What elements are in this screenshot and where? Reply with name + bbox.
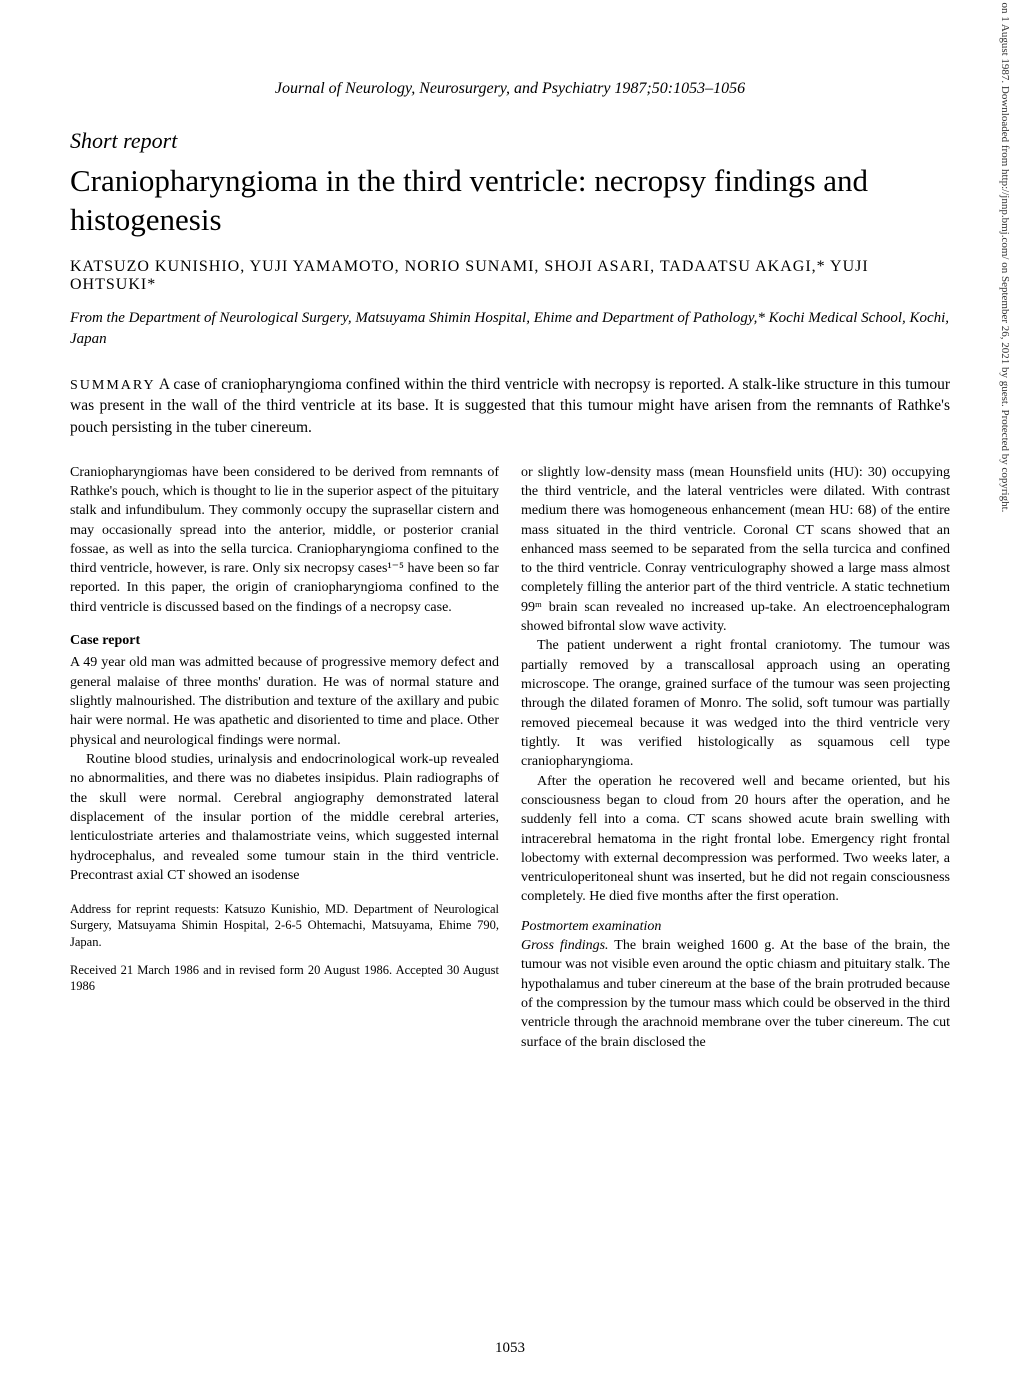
- summary-block: SUMMARY A case of craniopharyngioma conf…: [70, 374, 950, 439]
- two-column-layout: Craniopharyngiomas have been considered …: [70, 463, 950, 1052]
- summary-text: A case of craniopharyngioma confined wit…: [70, 376, 950, 436]
- reprint-address: Address for reprint requests: Katsuzo Ku…: [70, 901, 499, 950]
- gross-findings-label: Gross findings.: [521, 938, 609, 953]
- received-dates: Received 21 March 1986 and in revised fo…: [70, 962, 499, 995]
- sidebar-copyright: J Neurol Neurosurg Psychiatry: first pub…: [999, 0, 1011, 694]
- summary-label: SUMMARY: [70, 378, 156, 393]
- right-column: or slightly low-density mass (mean Houns…: [521, 463, 950, 1052]
- left-column: Craniopharyngiomas have been considered …: [70, 463, 499, 1052]
- right-paragraph-2: The patient underwent a right frontal cr…: [521, 636, 950, 771]
- case-report-heading: Case report: [70, 631, 499, 650]
- case-paragraph-1: A 49 year old man was admitted because o…: [70, 653, 499, 750]
- authors-list: KATSUZO KUNISHIO, YUJI YAMAMOTO, NORIO S…: [70, 258, 950, 294]
- right-paragraph-1: or slightly low-density mass (mean Houns…: [521, 463, 950, 637]
- journal-header: Journal of Neurology, Neurosurgery, and …: [70, 80, 950, 98]
- case-paragraph-2: Routine blood studies, urinalysis and en…: [70, 750, 499, 885]
- gross-findings-paragraph: Gross findings. The brain weighed 1600 g…: [521, 936, 950, 1052]
- affiliation: From the Department of Neurological Surg…: [70, 308, 950, 350]
- postmortem-heading: Postmortem examination: [521, 917, 950, 936]
- right-paragraph-3: After the operation he recovered well an…: [521, 772, 950, 907]
- article-title: Craniopharyngioma in the third ventricle…: [70, 162, 950, 240]
- page-number: 1053: [0, 1340, 1020, 1357]
- section-label: Short report: [70, 128, 950, 154]
- intro-paragraph: Craniopharyngiomas have been considered …: [70, 463, 499, 618]
- gross-findings-text: The brain weighed 1600 g. At the base of…: [521, 938, 950, 1050]
